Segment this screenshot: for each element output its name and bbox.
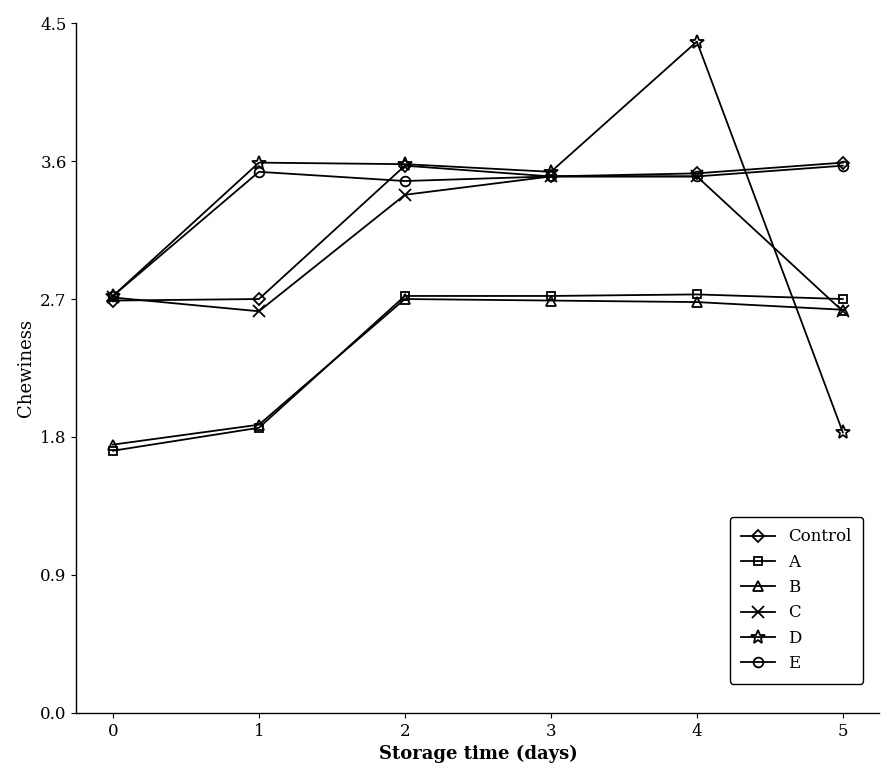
Control — [838, 158, 849, 167]
C — [692, 172, 702, 181]
A — [546, 291, 556, 300]
E — [400, 176, 410, 186]
Control — [692, 168, 702, 178]
Control — [400, 161, 410, 170]
Line: B: B — [108, 294, 848, 449]
B — [838, 305, 849, 314]
Control — [108, 296, 118, 305]
A — [692, 289, 702, 299]
C — [838, 307, 849, 316]
D — [400, 159, 410, 168]
Line: A: A — [108, 290, 847, 455]
A — [254, 423, 264, 432]
D — [546, 167, 556, 176]
B — [692, 297, 702, 307]
D — [108, 291, 118, 300]
E — [838, 161, 849, 170]
C — [108, 292, 118, 302]
X-axis label: Storage time (days): Storage time (days) — [378, 745, 577, 764]
C — [400, 190, 410, 200]
B — [108, 440, 118, 449]
A — [108, 446, 118, 456]
E — [546, 172, 556, 181]
Line: D: D — [106, 34, 849, 439]
C — [254, 307, 264, 316]
Legend: Control, A, B, C, D, E: Control, A, B, C, D, E — [729, 517, 863, 684]
B — [254, 420, 264, 429]
E — [108, 291, 118, 300]
B — [400, 294, 410, 303]
Control — [254, 294, 264, 303]
A — [400, 291, 410, 300]
Line: Control: Control — [108, 158, 847, 305]
A — [838, 294, 849, 303]
D — [838, 427, 849, 437]
E — [254, 167, 264, 176]
Line: E: E — [108, 161, 848, 301]
Y-axis label: Chewiness: Chewiness — [17, 319, 35, 417]
Line: C: C — [108, 171, 849, 317]
E — [692, 172, 702, 181]
B — [546, 296, 556, 305]
D — [254, 158, 264, 167]
C — [546, 172, 556, 181]
D — [692, 37, 702, 46]
Control — [546, 172, 556, 181]
